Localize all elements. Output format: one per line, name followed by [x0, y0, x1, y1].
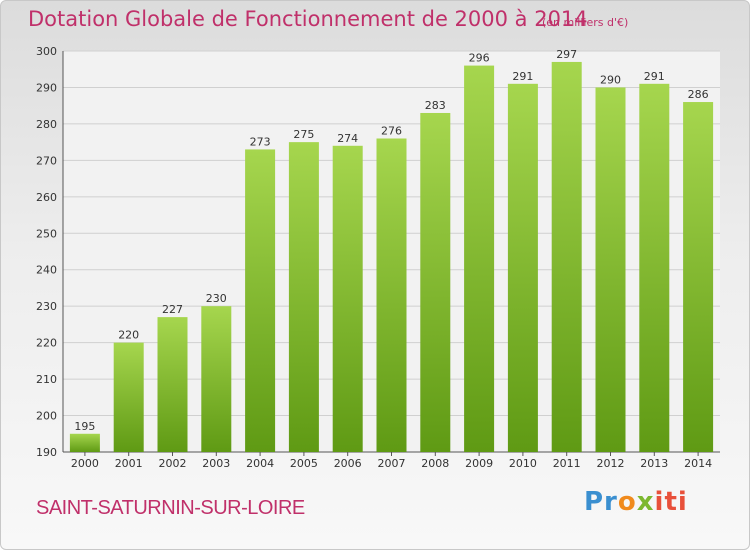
bar	[639, 83, 670, 453]
town-name: SAINT-SATURNIN-SUR-LOIRE	[36, 497, 305, 519]
bar	[201, 306, 232, 452]
bar	[507, 83, 538, 453]
x-tick-label: 2003	[202, 457, 230, 470]
y-tick-label: 220	[36, 337, 57, 350]
chart-title: Dotation Globale de Fonctionnement de 20…	[28, 7, 588, 31]
bar	[551, 61, 582, 452]
x-tick-label: 2008	[421, 457, 449, 470]
data-label: 227	[162, 303, 183, 316]
x-tick-label: 2002	[159, 457, 187, 470]
data-label: 286	[688, 88, 709, 101]
bar	[376, 138, 407, 452]
y-tick-label: 210	[36, 373, 57, 386]
data-label: 274	[337, 132, 358, 145]
bar	[683, 102, 714, 452]
data-label: 290	[600, 73, 621, 86]
x-tick-label: 2014	[684, 457, 712, 470]
bar	[332, 145, 363, 453]
y-tick-label: 190	[36, 446, 57, 459]
y-tick-label: 250	[36, 227, 57, 240]
y-tick-label: 200	[36, 410, 57, 423]
x-tick-label: 2001	[115, 457, 143, 470]
data-label: 296	[469, 52, 490, 65]
data-label: 275	[293, 128, 314, 141]
bar	[113, 342, 144, 452]
x-tick-label: 2010	[509, 457, 537, 470]
proxiti-logo: Proxiti	[584, 487, 688, 517]
bar	[245, 149, 276, 452]
y-tick-label: 290	[36, 81, 57, 94]
x-tick-label: 2012	[597, 457, 625, 470]
y-tick-label: 300	[36, 45, 57, 58]
bar	[420, 112, 451, 453]
bar	[595, 87, 626, 453]
data-label: 291	[512, 70, 533, 83]
y-tick-label: 240	[36, 264, 57, 277]
y-tick-label: 260	[36, 191, 57, 204]
bar	[464, 65, 495, 452]
chart-subtitle: (en milliers d'€)	[542, 16, 629, 29]
data-label: 291	[644, 70, 665, 83]
bar	[157, 317, 188, 452]
x-tick-label: 2007	[378, 457, 406, 470]
data-label: 230	[206, 292, 227, 305]
data-label: 297	[556, 48, 577, 61]
y-tick-label: 230	[36, 300, 57, 313]
data-label: 276	[381, 124, 402, 137]
x-tick-label: 2005	[290, 457, 318, 470]
x-tick-label: 2004	[246, 457, 274, 470]
data-label: 220	[118, 329, 139, 342]
bar	[288, 142, 319, 453]
y-tick-label: 280	[36, 118, 57, 131]
bar	[69, 433, 100, 452]
x-tick-label: 2009	[465, 457, 493, 470]
data-label: 283	[425, 99, 446, 112]
x-tick-label: 2006	[334, 457, 362, 470]
data-label: 273	[250, 135, 271, 148]
data-label: 195	[74, 420, 95, 433]
y-tick-label: 270	[36, 154, 57, 167]
x-tick-label: 2000	[71, 457, 99, 470]
x-tick-label: 2011	[553, 457, 581, 470]
x-tick-label: 2013	[640, 457, 668, 470]
